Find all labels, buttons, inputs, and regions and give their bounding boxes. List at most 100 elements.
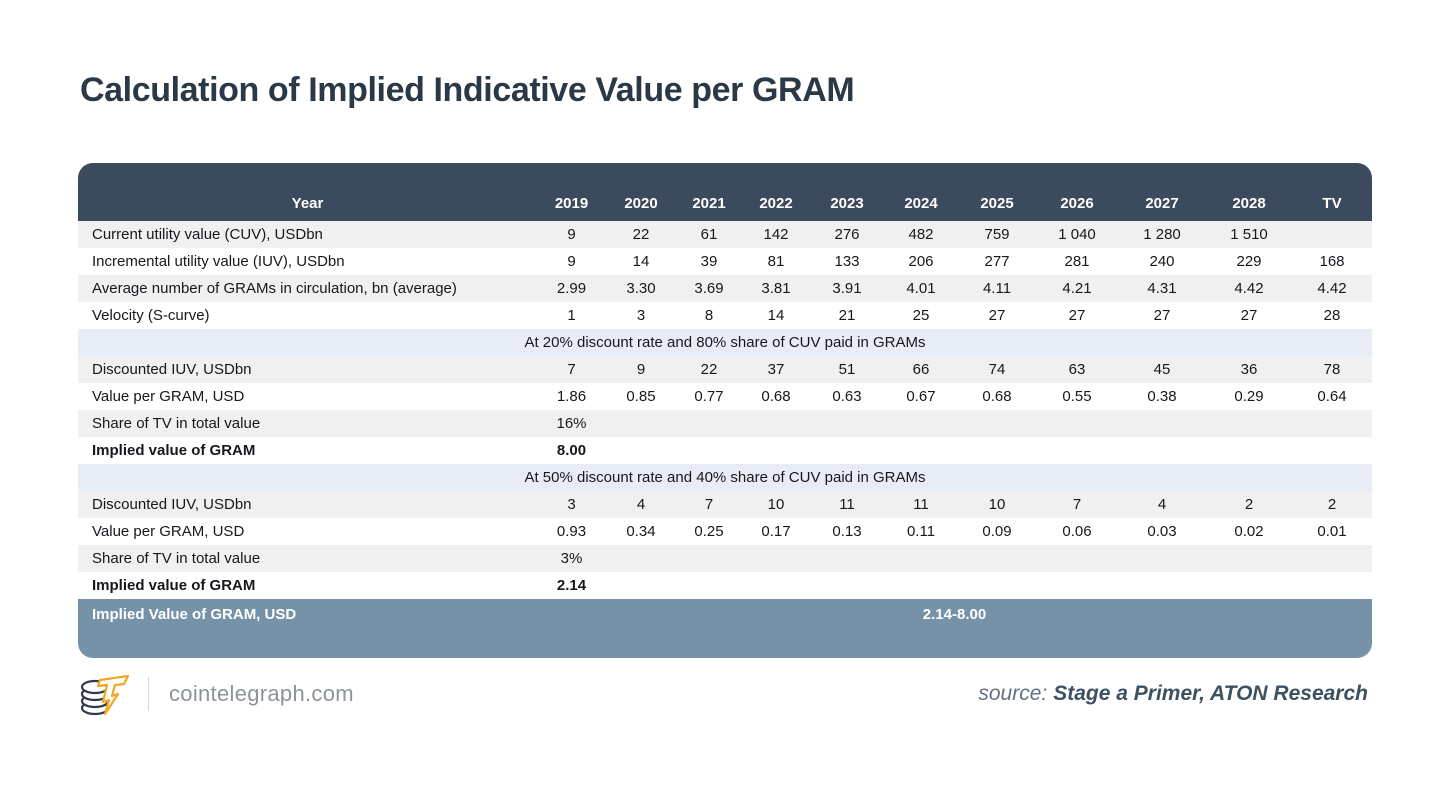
value-cell (1206, 437, 1292, 464)
value-cell: 3.91 (810, 275, 884, 302)
section-band-label: At 50% discount rate and 40% share of CU… (78, 464, 1372, 491)
value-cell: 3 (537, 491, 606, 518)
value-cell: 8.00 (537, 437, 606, 464)
value-cell (1118, 410, 1206, 437)
year-corner-header: Year (78, 163, 537, 221)
value-cell: 22 (676, 356, 742, 383)
column-header-2027: 2027 (1118, 163, 1206, 221)
row-label: Value per GRAM, USD (78, 518, 537, 545)
value-cell: 276 (810, 221, 884, 248)
row-label: Discounted IUV, USDbn (78, 356, 537, 383)
value-cell: 0.06 (1036, 518, 1118, 545)
value-cell (1292, 221, 1372, 248)
column-header-tv: TV (1292, 163, 1372, 221)
value-cell (810, 410, 884, 437)
value-cell (676, 410, 742, 437)
value-cell: 9 (606, 356, 676, 383)
section-band: At 50% discount rate and 40% share of CU… (78, 464, 1372, 491)
value-cell (742, 545, 810, 572)
value-cell (606, 572, 676, 599)
value-cell: 281 (1036, 248, 1118, 275)
value-cell: 8 (676, 302, 742, 329)
value-cell (606, 410, 676, 437)
value-cell: 3.81 (742, 275, 810, 302)
value-cell: 14 (606, 248, 676, 275)
value-cell: 0.55 (1036, 383, 1118, 410)
value-cell (958, 437, 1036, 464)
column-header-2024: 2024 (884, 163, 958, 221)
value-cell (1118, 437, 1206, 464)
value-cell: 133 (810, 248, 884, 275)
value-table: Year 2019 2020 2021 2022 2023 2024 2025 … (78, 163, 1372, 658)
value-cell (958, 410, 1036, 437)
table-row: Discounted IUV, USDbn 7 9 22 37 51 66 74 63 45 36 7… (78, 356, 1372, 383)
value-cell (884, 437, 958, 464)
value-cell (1036, 545, 1118, 572)
value-cell (606, 545, 676, 572)
row-label: Incremental utility value (IUV), USDbn (78, 248, 537, 275)
value-cell (1206, 410, 1292, 437)
value-cell: 78 (1292, 356, 1372, 383)
value-cell: 4.42 (1206, 275, 1292, 302)
value-cell: 0.09 (958, 518, 1036, 545)
value-cell (742, 437, 810, 464)
value-cell: 0.11 (884, 518, 958, 545)
table-row: Value per GRAM, USD 1.86 0.85 0.77 0.68 0.63 0… (78, 383, 1372, 410)
table-row: Share of TV in total value 16% (78, 410, 1372, 437)
table-row: Velocity (S-curve) 1 3 8 14 21 25 27 27 27 27 28 (78, 302, 1372, 329)
row-label: Share of TV in total value (78, 410, 537, 437)
column-header-2022: 2022 (742, 163, 810, 221)
value-cell (742, 572, 810, 599)
table-row: Implied value of GRAM 2.14 (78, 572, 1372, 599)
value-cell (676, 545, 742, 572)
vertical-divider (148, 677, 149, 711)
value-cell: 0.13 (810, 518, 884, 545)
value-cell: 2.99 (537, 275, 606, 302)
value-cell (1118, 572, 1206, 599)
value-cell (1036, 437, 1118, 464)
value-cell (1118, 545, 1206, 572)
row-label: Average number of GRAMs in circulation, … (78, 275, 537, 302)
value-cell: 168 (1292, 248, 1372, 275)
value-cell: 11 (810, 491, 884, 518)
column-header-2025: 2025 (958, 163, 1036, 221)
value-cell: 3% (537, 545, 606, 572)
value-cell: 28 (1292, 302, 1372, 329)
value-cell: 7 (1036, 491, 1118, 518)
value-cell: 0.93 (537, 518, 606, 545)
column-header-2021: 2021 (676, 163, 742, 221)
value-cell (810, 545, 884, 572)
value-cell: 482 (884, 221, 958, 248)
value-cell: 0.64 (1292, 383, 1372, 410)
value-cell: 61 (676, 221, 742, 248)
value-cell (1036, 572, 1118, 599)
row-label: Current utility value (CUV), USDbn (78, 221, 537, 248)
value-cell: 0.63 (810, 383, 884, 410)
source-credit: source: Stage a Primer, ATON Research (978, 682, 1368, 706)
value-cell: 0.38 (1118, 383, 1206, 410)
value-cell (1292, 437, 1372, 464)
page-title: Calculation of Implied Indicative Value … (80, 71, 855, 109)
value-cell: 27 (958, 302, 1036, 329)
value-cell: 2 (1206, 491, 1292, 518)
value-cell (606, 437, 676, 464)
value-cell: 9 (537, 221, 606, 248)
summary-value: 2.14-8.00 (537, 599, 1372, 658)
value-cell: 39 (676, 248, 742, 275)
value-cell (1206, 572, 1292, 599)
value-cell (676, 572, 742, 599)
value-cell: 7 (676, 491, 742, 518)
value-cell: 240 (1118, 248, 1206, 275)
column-header-2028: 2028 (1206, 163, 1292, 221)
value-cell: 0.02 (1206, 518, 1292, 545)
value-cell: 9 (537, 248, 606, 275)
value-cell: 14 (742, 302, 810, 329)
value-cell (884, 410, 958, 437)
value-cell: 4.31 (1118, 275, 1206, 302)
value-cell: 0.77 (676, 383, 742, 410)
bolt-t-icon (96, 674, 130, 716)
value-cell: 2.14 (537, 572, 606, 599)
value-cell: 0.34 (606, 518, 676, 545)
value-cell: 25 (884, 302, 958, 329)
value-cell: 74 (958, 356, 1036, 383)
